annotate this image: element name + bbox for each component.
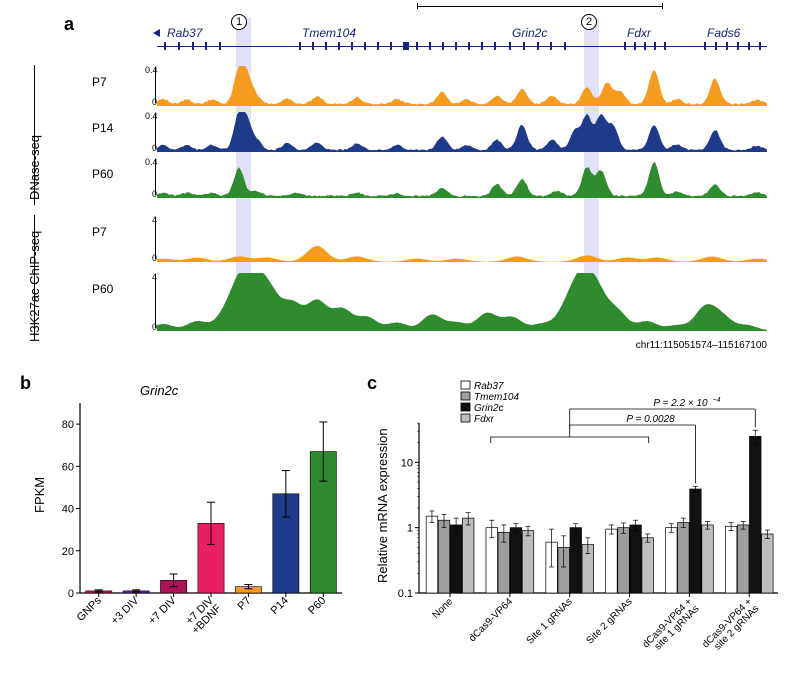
panel-c: c Relative mRNA expression 0.1110Rab37Tm… [375, 383, 780, 688]
panel-c-label: c [367, 373, 377, 394]
panel-c-ylabel: Relative mRNA expression [375, 428, 390, 583]
svg-text:0.1: 0.1 [398, 588, 413, 600]
bar-chart-c: 0.1 1 10 Rab37Tmem104Grin2cFdxr None dCas9-VP… [389, 375, 784, 677]
gene-body [164, 42, 219, 50]
gene-label: Fdxr [627, 26, 651, 40]
gene-label: Fads6 [707, 26, 740, 40]
figure: a 50 kb 12 Rab37Tmem104Grin2cFdxrFads6 D… [0, 0, 800, 699]
signal-track [157, 65, 767, 107]
svg-text:P = 2.2 × 10: P = 2.2 × 10 [653, 398, 708, 409]
svg-text:Fdxr: Fdxr [474, 414, 495, 425]
gene-body [704, 42, 759, 50]
svg-text:10: 10 [401, 457, 413, 469]
svg-text:1: 1 [407, 523, 413, 535]
svg-text:None: None [430, 596, 455, 621]
signal-track [157, 215, 767, 263]
svg-text:60: 60 [62, 461, 74, 473]
panel-b-label: b [20, 373, 31, 394]
timepoint-label: P7 [92, 75, 107, 89]
signal-track [157, 111, 767, 153]
gene-body [509, 42, 564, 50]
svg-text:dCas9-VP64: dCas9-VP64 [467, 596, 515, 644]
gene-body [299, 42, 494, 50]
svg-text:P14: P14 [269, 595, 291, 617]
assay-bracket [34, 215, 35, 335]
site-marker: 2 [581, 14, 597, 30]
gene-label: Tmem104 [302, 26, 356, 40]
svg-text:Site 2 gRNAs: Site 2 gRNAs [584, 596, 634, 646]
svg-text:+3 DIV: +3 DIV [109, 594, 142, 627]
svg-text:20: 20 [62, 546, 74, 558]
scale-tick [662, 3, 663, 9]
gene-arrow-icon [153, 29, 160, 37]
coord-label: chr11:115051574–115167100 [636, 340, 767, 351]
svg-text:Tmem104: Tmem104 [474, 392, 519, 403]
timepoint-label: P60 [92, 167, 113, 181]
svg-text:−4: −4 [712, 397, 720, 404]
svg-text:+7 DIV: +7 DIV [146, 594, 179, 627]
svg-text:P = 0.0028: P = 0.0028 [626, 414, 675, 425]
gene-body [624, 42, 664, 50]
scale-tick [417, 3, 418, 9]
svg-text:Rab37: Rab37 [474, 381, 504, 392]
scale-bar [417, 6, 662, 7]
bar-chart-b: 020406080GNPs+3 DIV+7 DIV+7 DIV+BDNFP7P1… [48, 391, 348, 681]
panel-b: b Grin2c FPKM 020406080GNPs+3 DIV+7 DIV+… [30, 383, 340, 683]
panel-b-ylabel: FPKM [32, 477, 47, 513]
timepoint-label: P60 [92, 282, 113, 296]
svg-text:GNPs: GNPs [75, 594, 105, 624]
gene-label: Rab37 [167, 26, 202, 40]
assay-bracket [34, 65, 35, 205]
site-marker: 1 [231, 14, 247, 30]
signal-track [157, 272, 767, 332]
panel-a: a 50 kb 12 Rab37Tmem104Grin2cFdxrFads6 D… [22, 10, 782, 355]
signal-track [157, 157, 767, 199]
timepoint-label: P14 [92, 121, 113, 135]
svg-text:0: 0 [68, 588, 74, 600]
gene-track: 50 kb 12 Rab37Tmem104Grin2cFdxrFads6 [157, 10, 767, 60]
svg-text:Grin2c: Grin2c [474, 403, 503, 414]
svg-text:80: 80 [62, 419, 74, 431]
gene-label: Grin2c [512, 26, 547, 40]
svg-text:P60: P60 [306, 595, 328, 617]
timepoint-label: P7 [92, 225, 107, 239]
panel-a-label: a [64, 14, 74, 35]
svg-text:P7: P7 [236, 595, 254, 613]
svg-text:40: 40 [62, 504, 74, 516]
svg-text:Site 1 gRNAs: Site 1 gRNAs [525, 596, 575, 646]
